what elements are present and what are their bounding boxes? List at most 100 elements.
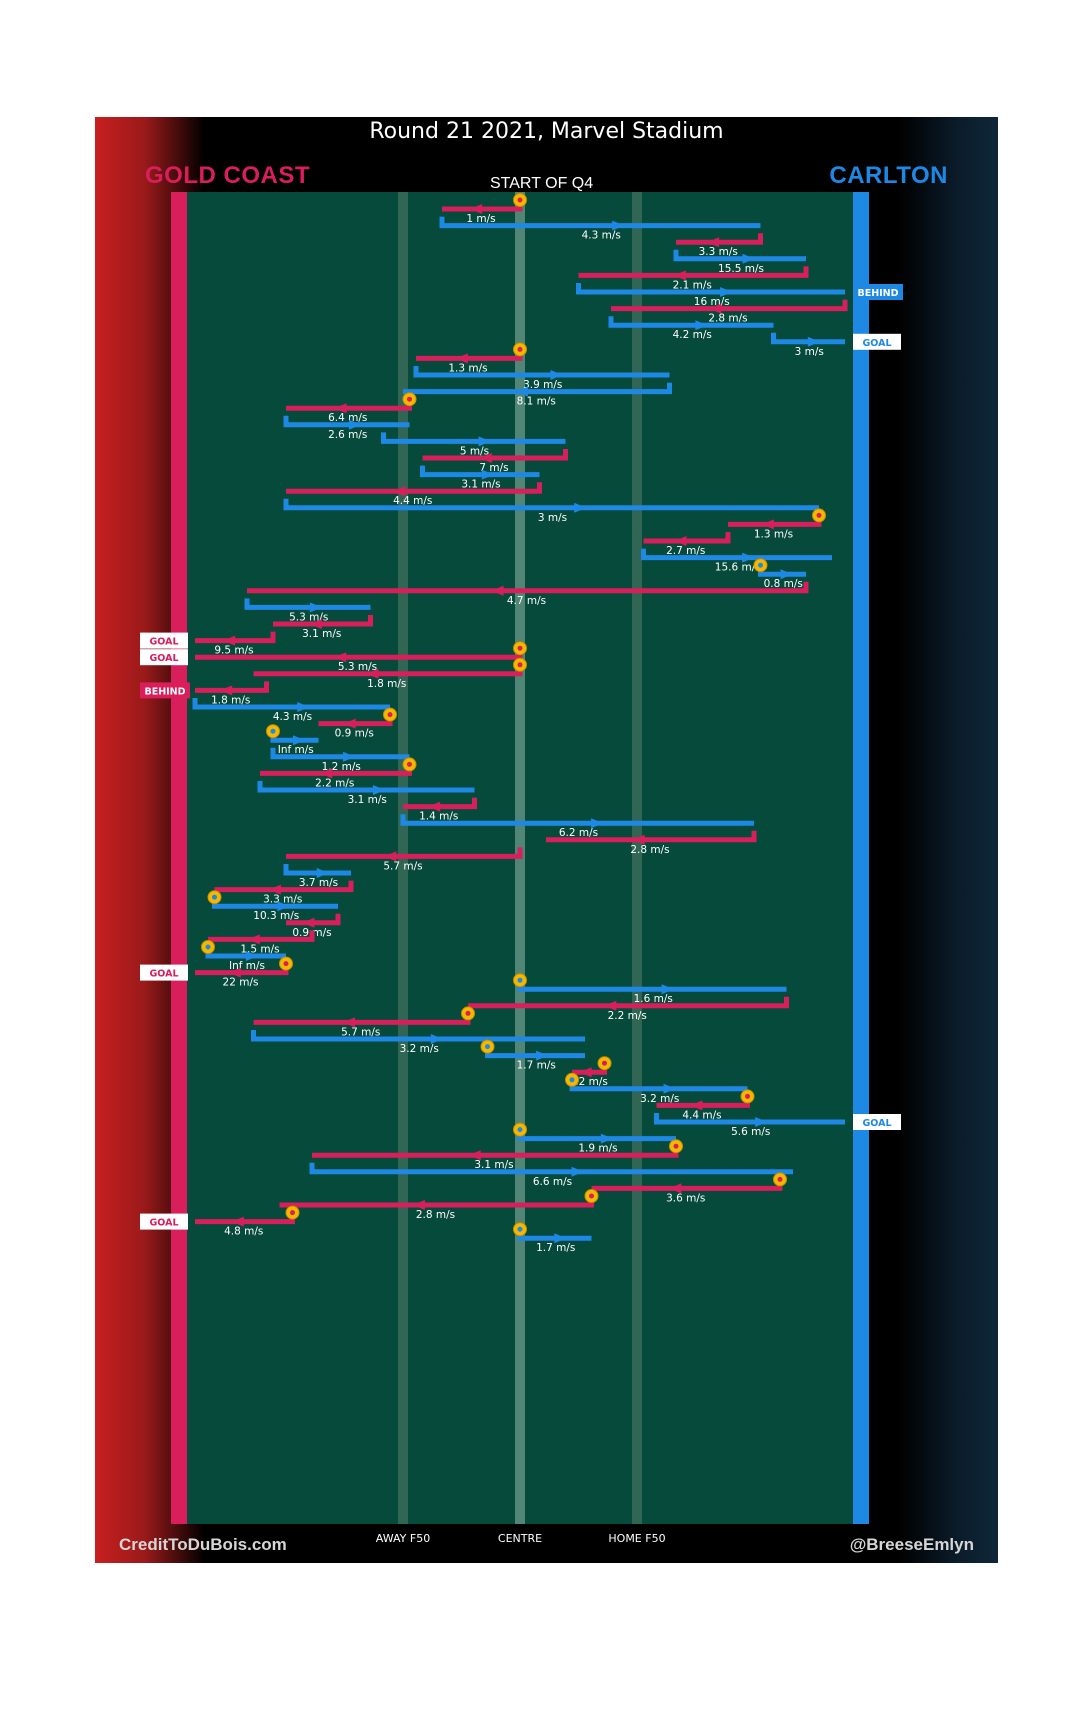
chain-arrow-42 xyxy=(277,901,290,912)
speed-label-13: 2.6 m/s xyxy=(328,429,367,441)
chain-arrow-17 xyxy=(393,486,406,497)
speed-label-7: 4.2 m/s xyxy=(673,329,712,341)
chain-arrow-39 xyxy=(384,851,397,862)
speed-label-9: 1.3 m/s xyxy=(448,362,487,374)
result-badge-26 xyxy=(140,632,188,649)
result-label-29: BEHIND xyxy=(144,686,185,697)
speed-label-30: 4.3 m/s xyxy=(273,711,312,723)
speed-label-56: 1.9 m/s xyxy=(578,1143,617,1155)
stoppage-dot-28 xyxy=(517,662,523,668)
chain-arrow-14 xyxy=(478,436,491,447)
chain-arrow-52 xyxy=(579,1067,592,1078)
stoppage-dot-54 xyxy=(745,1093,750,1099)
result-label-55: GOAL xyxy=(862,1118,891,1129)
speed-label-31: 0.9 m/s xyxy=(335,728,374,740)
speed-label-1: 4.3 m/s xyxy=(582,230,621,242)
chain-arrow-25 xyxy=(309,619,322,629)
chain-arrow-7 xyxy=(695,320,708,331)
speed-label-34: 2.2 m/s xyxy=(315,777,354,789)
speed-label-62: 1.7 m/s xyxy=(536,1242,575,1254)
speed-label-23: 4.7 m/s xyxy=(507,595,546,607)
speed-label-20: 2.7 m/s xyxy=(666,545,705,557)
speed-label-15: 7 m/s xyxy=(479,462,508,474)
speed-label-42: 10.3 m/s xyxy=(253,910,299,922)
chain-arrow-26 xyxy=(223,635,236,646)
speed-label-38: 2.8 m/s xyxy=(630,844,669,856)
speed-label-49: 5.7 m/s xyxy=(341,1026,380,1038)
speed-label-6: 2.8 m/s xyxy=(708,313,747,325)
chain-arrow-31 xyxy=(343,718,356,729)
speed-label-58: 6.6 m/s xyxy=(533,1176,572,1188)
speed-label-60: 2.8 m/s xyxy=(416,1209,455,1221)
chain-chart: AWAY F50 CENTRE HOME F50 1 m/s 4.3 m/s 3.3 m/… xyxy=(140,192,903,1545)
chain-cfc-16 xyxy=(420,465,540,478)
chain-arrow-44 xyxy=(247,934,260,945)
result-label-26: GOAL xyxy=(149,637,178,648)
chain-arrow-33 xyxy=(343,751,356,762)
chain-arrow-54 xyxy=(690,1100,703,1111)
credit-left: CreditToDuBois.com xyxy=(119,1535,287,1554)
speed-label-47: 1.6 m/s xyxy=(634,993,673,1005)
stoppage-dot-34 xyxy=(407,761,412,767)
chain-arrow-4 xyxy=(673,270,686,281)
chart-title: Round 21 2021, Marvel Stadium xyxy=(369,119,724,144)
chain-gc-44 xyxy=(208,930,315,942)
stoppage-dot-9 xyxy=(517,346,523,352)
speed-label-53: 3.2 m/s xyxy=(640,1093,679,1105)
speed-label-22: 0.8 m/s xyxy=(764,578,803,590)
chain-arrow-23 xyxy=(491,585,504,596)
chain-arrow-62 xyxy=(554,1233,567,1244)
result-badge-46 xyxy=(140,964,188,981)
stoppage-dot-49 xyxy=(465,1010,471,1016)
chain-arrow-11 xyxy=(515,386,528,397)
chain-arrow-12 xyxy=(334,403,347,414)
speed-label-50: 3.2 m/s xyxy=(400,1043,439,1055)
carlton-label: CARLTON xyxy=(829,162,948,189)
chain-arrow-1 xyxy=(612,220,625,231)
result-badge-5 xyxy=(853,284,903,300)
chain-arrow-32 xyxy=(293,735,306,746)
speed-label-11: 8.1 m/s xyxy=(517,396,556,408)
speed-label-10: 3.9 m/s xyxy=(523,379,562,391)
stoppage-dot-45 xyxy=(205,944,211,950)
gold-coast-label: GOLD COAST xyxy=(145,162,310,189)
chain-arrow-18 xyxy=(574,502,587,513)
chain-gc-38 xyxy=(546,830,757,843)
result-label-27: GOAL xyxy=(149,653,178,664)
speed-label-32: Inf m/s xyxy=(278,744,314,756)
chain-arrow-16 xyxy=(481,469,494,480)
chain-arrow-9 xyxy=(455,353,468,364)
chain-arrow-40 xyxy=(316,868,329,878)
chain-arrow-2 xyxy=(707,237,720,248)
chain-cfc-55 xyxy=(654,1113,845,1125)
stoppage-dot-46 xyxy=(283,961,289,967)
chain-gc-25 xyxy=(273,615,373,627)
stoppage-dot-51 xyxy=(485,1044,490,1050)
speed-label-44: 1.5 m/s xyxy=(240,943,279,955)
chain-cfc-18 xyxy=(283,498,819,511)
chain-cfc-13 xyxy=(283,415,410,428)
chain-arrow-15 xyxy=(479,453,492,463)
speed-label-55: 5.6 m/s xyxy=(731,1126,770,1138)
chain-gc-23 xyxy=(247,581,809,594)
chain-arrow-19 xyxy=(761,519,774,530)
speed-label-14: 5 m/s xyxy=(460,445,489,457)
speed-label-57: 3.1 m/s xyxy=(474,1159,513,1171)
chain-arrow-49 xyxy=(343,1017,356,1028)
speed-label-4: 2.1 m/s xyxy=(673,279,712,291)
stoppage-dot-22 xyxy=(758,562,763,568)
stoppage-dot-52 xyxy=(602,1060,607,1066)
speed-label-39: 5.7 m/s xyxy=(383,860,422,872)
stoppage-dot-53 xyxy=(569,1077,575,1083)
result-badge-61 xyxy=(140,1213,188,1230)
chain-arrow-22 xyxy=(780,569,793,580)
speed-label-37: 6.2 m/s xyxy=(559,827,598,839)
chain-arrow-36 xyxy=(428,801,441,812)
chain-cfc-30 xyxy=(192,698,390,710)
chain-cfc-33 xyxy=(270,747,410,760)
chain-gc-17 xyxy=(286,482,542,494)
speed-label-35: 3.1 m/s xyxy=(348,794,387,806)
chain-arrow-50 xyxy=(430,1034,443,1044)
x-tick-label: HOME F50 xyxy=(608,1532,665,1545)
speed-label-2: 3.3 m/s xyxy=(699,246,738,258)
